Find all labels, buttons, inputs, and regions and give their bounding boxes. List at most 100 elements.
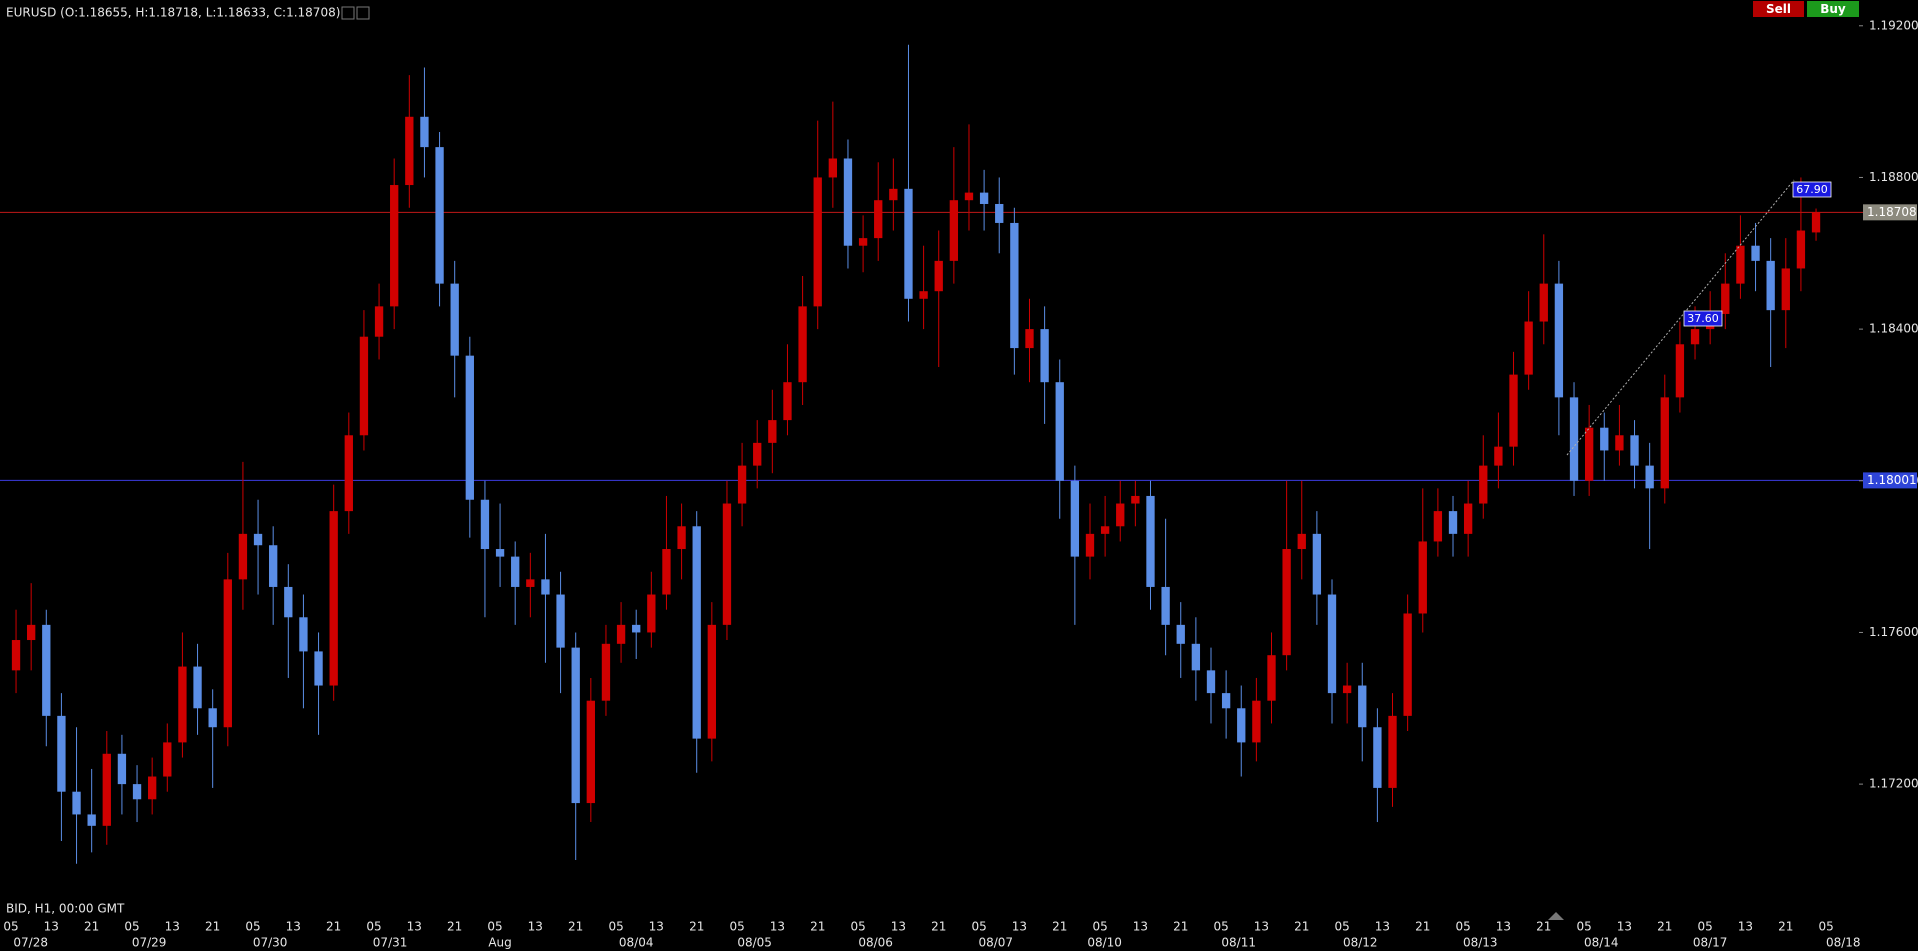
candle-body bbox=[253, 533, 263, 546]
y-tick-label: 1.19200 bbox=[1869, 18, 1918, 32]
candle-body bbox=[1146, 495, 1155, 587]
x-tick-label: 13 bbox=[44, 920, 59, 934]
candle-body bbox=[541, 579, 550, 595]
candle-body bbox=[889, 188, 898, 201]
candle-body bbox=[1025, 329, 1034, 349]
x-tick-label: 21 bbox=[810, 920, 825, 934]
x-tick-label: 13 bbox=[770, 920, 785, 934]
candle-body bbox=[677, 526, 686, 550]
x-tick-label: 13 bbox=[1738, 920, 1753, 934]
x-tick-label: 13 bbox=[1496, 920, 1511, 934]
candle-body bbox=[495, 549, 505, 557]
x-tick-label: 21 bbox=[1294, 920, 1309, 934]
buy-button-label[interactable]: Buy bbox=[1820, 2, 1846, 16]
price-label-bg bbox=[1863, 204, 1917, 221]
candle-body bbox=[1615, 435, 1624, 451]
candle-body bbox=[1494, 446, 1503, 466]
candle-body bbox=[995, 203, 1004, 223]
candle-body bbox=[193, 666, 202, 709]
candle-body bbox=[1660, 397, 1669, 489]
candle-body bbox=[1206, 670, 1216, 694]
candle-body bbox=[1781, 268, 1790, 311]
x-tick-label: 05 bbox=[729, 920, 744, 934]
x-tick-label: 05 bbox=[487, 920, 502, 934]
candle-body bbox=[1312, 533, 1322, 595]
date-tick-label: 08/18 bbox=[1826, 936, 1861, 950]
candle-body bbox=[1373, 727, 1382, 788]
candle-body bbox=[178, 666, 187, 743]
candle-body bbox=[390, 185, 399, 307]
candle-body bbox=[1554, 283, 1564, 398]
x-tick-label: 13 bbox=[1375, 920, 1390, 934]
candle-body bbox=[813, 177, 822, 307]
candle-body bbox=[979, 192, 989, 204]
date-tick-label: 08/04 bbox=[619, 936, 654, 950]
candle-body bbox=[208, 708, 217, 728]
candle-body bbox=[1479, 465, 1488, 504]
candle-body bbox=[1675, 344, 1685, 398]
candle-body bbox=[435, 147, 444, 284]
candle-body bbox=[707, 624, 716, 739]
candle-body bbox=[102, 753, 111, 826]
candle-body bbox=[1463, 503, 1473, 534]
settings-icon[interactable] bbox=[341, 6, 355, 20]
candle-body bbox=[1569, 397, 1579, 481]
candle-body bbox=[1070, 480, 1080, 557]
refresh-icon[interactable] bbox=[356, 6, 370, 20]
date-tick-label: 08/17 bbox=[1693, 936, 1728, 950]
candle-body bbox=[662, 549, 671, 595]
candle-body bbox=[450, 283, 459, 356]
buy-button[interactable]: Buy bbox=[1807, 1, 1859, 17]
date-tick-label: 08/11 bbox=[1221, 936, 1256, 950]
x-tick-label: 21 bbox=[931, 920, 946, 934]
annotation: 67.90 bbox=[1796, 183, 1828, 196]
sell-button[interactable]: Sell bbox=[1753, 1, 1804, 17]
candle-body bbox=[692, 526, 701, 739]
date-tick-label: 08/07 bbox=[978, 936, 1013, 950]
candle-body bbox=[843, 158, 853, 246]
x-tick-label: 13 bbox=[1254, 920, 1269, 934]
candle-body bbox=[238, 533, 248, 580]
candle-body bbox=[586, 700, 595, 804]
candle-body bbox=[616, 624, 626, 644]
annotation-bg bbox=[1683, 310, 1723, 327]
candle-body bbox=[269, 545, 278, 587]
candle-body bbox=[1690, 329, 1700, 345]
y-tick-label: 1.18400 bbox=[1869, 322, 1918, 336]
date-tick-label: 08/12 bbox=[1343, 936, 1378, 950]
sell-button-bg[interactable] bbox=[1753, 1, 1804, 17]
date-tick-label: 08/13 bbox=[1463, 936, 1498, 950]
candle-body bbox=[632, 624, 641, 633]
candle-body bbox=[117, 753, 127, 785]
y-tick-label: 1.18800 bbox=[1869, 170, 1918, 184]
date-tick-label: 08/06 bbox=[858, 936, 893, 950]
candle-body bbox=[57, 715, 66, 792]
sell-button-label[interactable]: Sell bbox=[1766, 2, 1791, 16]
candle-body bbox=[1403, 613, 1412, 716]
candle-body bbox=[465, 355, 474, 500]
candle-body bbox=[1721, 283, 1730, 314]
x-tick-label: 05 bbox=[1213, 920, 1228, 934]
candle-body bbox=[1327, 594, 1337, 694]
candle-body bbox=[1433, 511, 1443, 542]
x-tick-label: 21 bbox=[1173, 920, 1188, 934]
scroll-marker bbox=[1548, 912, 1564, 920]
x-tick-label: 13 bbox=[165, 920, 180, 934]
x-tick-label: 21 bbox=[1415, 920, 1430, 934]
candle-body bbox=[1040, 329, 1049, 383]
candle-body bbox=[571, 647, 580, 804]
x-tick-label: 05 bbox=[1334, 920, 1349, 934]
candle-body bbox=[132, 784, 142, 800]
candle-body bbox=[87, 814, 96, 826]
x-tick-label: 21 bbox=[1052, 920, 1067, 934]
candle-body bbox=[1282, 549, 1291, 656]
y-tick-label: 1.17200 bbox=[1869, 777, 1918, 791]
x-tick-label: 05 bbox=[1819, 920, 1834, 934]
candle-body bbox=[1055, 382, 1064, 481]
buy-button-bg[interactable] bbox=[1807, 1, 1859, 17]
candle-body bbox=[874, 200, 883, 239]
candle-body bbox=[768, 420, 777, 443]
x-tick-label: 13 bbox=[891, 920, 906, 934]
candle-body bbox=[1736, 245, 1745, 284]
